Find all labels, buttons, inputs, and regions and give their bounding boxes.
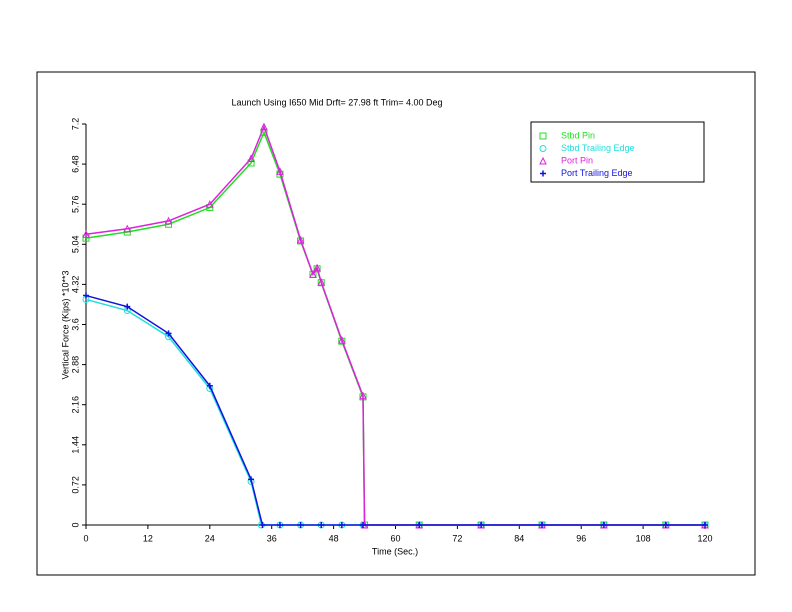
legend-marker bbox=[539, 145, 547, 152]
marker bbox=[124, 303, 131, 310]
y-tick-label: 4.32 bbox=[70, 276, 80, 294]
legend-marker bbox=[539, 156, 547, 165]
y-tick-label: 3.6 bbox=[70, 318, 80, 331]
marker bbox=[123, 224, 132, 233]
marker bbox=[276, 522, 283, 528]
marker bbox=[248, 476, 255, 483]
series-line bbox=[85, 298, 705, 526]
y-tick-label: 1.44 bbox=[70, 436, 80, 454]
y-tick-label: 0.72 bbox=[70, 476, 80, 494]
marker bbox=[538, 522, 545, 528]
marker bbox=[338, 335, 346, 344]
x-tick-label: 60 bbox=[390, 533, 400, 543]
x-tick-label: 36 bbox=[267, 533, 277, 543]
axes bbox=[85, 124, 705, 526]
marker bbox=[317, 278, 326, 286]
marker bbox=[297, 522, 304, 528]
y-tick-label: 6.48 bbox=[70, 155, 80, 173]
marker bbox=[313, 263, 321, 272]
frame bbox=[36, 71, 756, 576]
marker bbox=[662, 522, 669, 528]
legend-label: Port Pin bbox=[561, 155, 593, 165]
marker bbox=[164, 216, 173, 225]
x-tick-label: 12 bbox=[143, 533, 153, 543]
x-tick-label: 0 bbox=[83, 533, 88, 543]
marker bbox=[205, 200, 214, 208]
marker bbox=[82, 234, 90, 242]
y-tick-label: 0 bbox=[70, 522, 80, 527]
legend-label: Port Trailing Edge bbox=[561, 168, 633, 178]
y-tick-label: 7.2 bbox=[70, 118, 80, 131]
marker bbox=[702, 522, 708, 528]
legend-box bbox=[530, 121, 705, 183]
marker bbox=[247, 159, 255, 167]
legend-marker bbox=[539, 132, 547, 140]
marker bbox=[247, 154, 255, 163]
marker bbox=[206, 382, 213, 389]
marker bbox=[416, 522, 423, 528]
series-line bbox=[85, 124, 705, 526]
x-tick-label: 96 bbox=[576, 533, 586, 543]
marker bbox=[338, 522, 345, 528]
x-tick-label: 84 bbox=[514, 533, 524, 543]
marker bbox=[360, 522, 367, 528]
marker bbox=[359, 391, 367, 400]
marker bbox=[276, 167, 284, 175]
marker bbox=[260, 122, 268, 131]
legend-marker bbox=[540, 170, 546, 177]
x-tick-label: 48 bbox=[329, 533, 339, 543]
marker bbox=[318, 522, 325, 528]
y-axis-label: Vertical Force (Kips) *10**3 bbox=[60, 270, 70, 379]
x-axis-label: Time (Sec.) bbox=[372, 546, 418, 556]
marker bbox=[165, 330, 172, 337]
marker bbox=[82, 230, 90, 238]
marker bbox=[309, 270, 317, 278]
y-tick-label: 5.04 bbox=[70, 236, 80, 254]
chart-title: Launch Using I650 Mid Drft= 27.98 ft Tri… bbox=[231, 97, 442, 107]
series-line bbox=[85, 130, 705, 526]
marker bbox=[478, 522, 485, 528]
legend-label: Stbd Pin bbox=[561, 130, 595, 140]
marker bbox=[259, 522, 266, 528]
x-tick-label: 108 bbox=[636, 533, 651, 543]
marker bbox=[296, 235, 305, 244]
x-tick-label: 72 bbox=[452, 533, 462, 543]
marker bbox=[600, 522, 607, 528]
y-tick-label: 5.76 bbox=[70, 195, 80, 213]
x-tick-label: 24 bbox=[205, 533, 215, 543]
y-tick-label: 2.88 bbox=[70, 356, 80, 374]
x-tick-label: 120 bbox=[697, 533, 712, 543]
series-line bbox=[85, 294, 705, 526]
marker bbox=[83, 292, 89, 299]
legend-label: Stbd Trailing Edge bbox=[561, 143, 635, 153]
y-tick-label: 2.16 bbox=[70, 396, 80, 414]
